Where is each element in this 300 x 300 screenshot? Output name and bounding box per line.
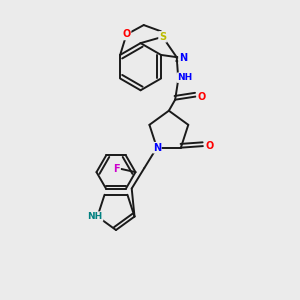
Text: N: N bbox=[179, 53, 187, 63]
Text: O: O bbox=[197, 92, 206, 102]
Text: N: N bbox=[153, 143, 161, 153]
Text: S: S bbox=[159, 32, 166, 42]
Text: O: O bbox=[205, 141, 213, 151]
Text: NH: NH bbox=[178, 73, 193, 82]
Text: F: F bbox=[113, 164, 120, 174]
Text: O: O bbox=[122, 29, 130, 40]
Text: NH: NH bbox=[87, 212, 103, 221]
